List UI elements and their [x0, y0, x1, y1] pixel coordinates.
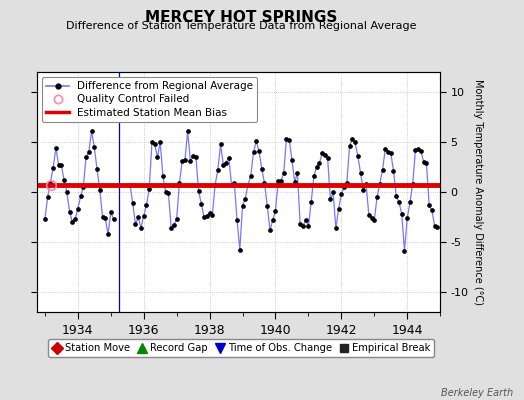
Text: Berkeley Earth: Berkeley Earth: [441, 388, 514, 398]
Text: Difference of Station Temperature Data from Regional Average: Difference of Station Temperature Data f…: [66, 21, 416, 31]
Text: MERCEY HOT SPRINGS: MERCEY HOT SPRINGS: [145, 10, 337, 25]
Legend: Difference from Regional Average, Quality Control Failed, Estimated Station Mean: Difference from Regional Average, Qualit…: [42, 77, 257, 122]
Y-axis label: Monthly Temperature Anomaly Difference (°C): Monthly Temperature Anomaly Difference (…: [473, 79, 483, 305]
Legend: Station Move, Record Gap, Time of Obs. Change, Empirical Break: Station Move, Record Gap, Time of Obs. C…: [48, 339, 434, 357]
